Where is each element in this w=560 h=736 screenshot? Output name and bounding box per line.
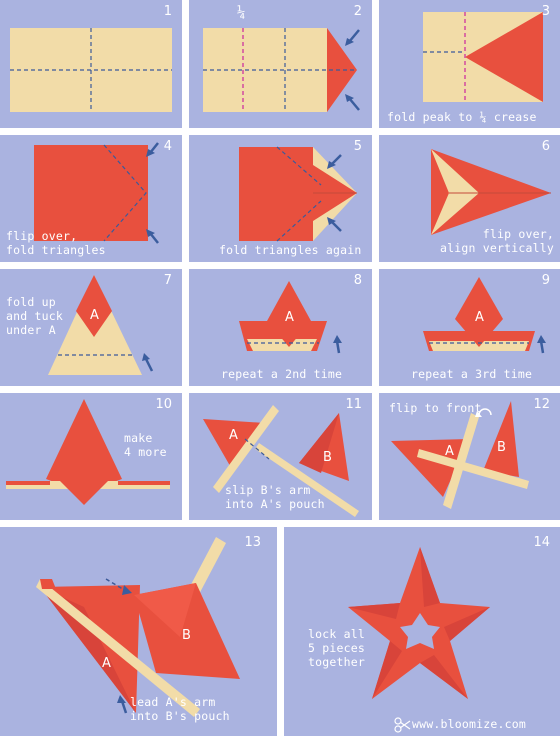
- label-a: A: [229, 428, 238, 443]
- step-3-illustration: [423, 12, 543, 102]
- step-9-panel: A 9 repeat a 3rd time: [379, 269, 560, 386]
- step-number: 3: [541, 4, 550, 19]
- step-4-illustration: [34, 142, 159, 244]
- step-9-illustration: A: [423, 277, 546, 354]
- label-b: B: [497, 440, 506, 455]
- step-number: 6: [541, 139, 550, 154]
- step-number: 9: [541, 273, 550, 288]
- site-url[interactable]: www.bloomize.com: [412, 717, 526, 731]
- step-caption: fold triangles again: [219, 243, 362, 257]
- step-8-illustration: A: [239, 281, 342, 354]
- step-5-panel: 5 fold triangles again: [189, 135, 372, 262]
- label-b: B: [182, 628, 191, 643]
- step-number: 7: [163, 273, 172, 288]
- step-7-panel: A 7 fold up and tuck under A: [0, 269, 182, 386]
- label-a: A: [475, 310, 484, 325]
- step-11-panel: A B 11 slip B's arm into A's pouch: [189, 393, 372, 520]
- step-caption: slip B's arm into A's pouch: [225, 483, 325, 511]
- label-a: A: [102, 656, 111, 671]
- step-number: 13: [244, 535, 261, 550]
- step-6-illustration: [431, 149, 551, 235]
- step-12-illustration: A B: [391, 401, 529, 509]
- step-number: 10: [155, 397, 172, 412]
- step-6-panel: 6 flip over, align vertically: [379, 135, 560, 262]
- quarter-mark: ¼: [237, 5, 246, 21]
- step-14-illustration: [348, 547, 490, 733]
- step-4-panel: 4 flip over, fold triangles: [0, 135, 182, 262]
- step-5-illustration: [239, 146, 357, 242]
- step-caption: make 4 more: [124, 431, 167, 459]
- step-number: 12: [533, 397, 550, 412]
- label-a: A: [90, 308, 99, 323]
- step-1-illustration: [10, 28, 172, 112]
- step-number: 4: [163, 139, 172, 154]
- step-10-illustration: [6, 399, 170, 505]
- step-14-panel: 14 lock all 5 pieces together www.bloomi…: [284, 527, 560, 736]
- step-12-panel: A B 12 flip to front: [379, 393, 560, 520]
- step-caption: fold peak to ¼ crease: [387, 110, 537, 124]
- flip-icon: [478, 408, 492, 416]
- label-a: A: [445, 444, 454, 459]
- step-2-illustration: [203, 28, 360, 112]
- step-caption: flip over, fold triangles: [6, 229, 106, 257]
- step-2-panel: ¼ 2: [189, 0, 372, 128]
- step-3-panel: 3 fold peak to ¼ crease: [379, 0, 560, 128]
- step-caption: flip to front: [389, 401, 482, 415]
- step-10-panel: 10 make 4 more: [0, 393, 182, 520]
- step-number: 1: [163, 4, 172, 19]
- step-13-illustration: A B: [36, 537, 240, 717]
- step-number: 5: [353, 139, 362, 154]
- step-8-panel: A 8 repeat a 2nd time: [189, 269, 372, 386]
- step-number: 14: [533, 535, 550, 550]
- scissors-icon: [394, 717, 411, 733]
- step-11-illustration: A B: [203, 405, 359, 517]
- step-caption: flip over, align vertically: [440, 227, 554, 255]
- step-13-panel: A B 13 lead A's arm into B's pouch: [0, 527, 277, 736]
- step-7-illustration: A: [48, 275, 154, 375]
- step-caption: lock all 5 pieces together: [308, 627, 365, 669]
- step-caption: fold up and tuck under A: [6, 295, 63, 337]
- step-caption: repeat a 2nd time: [221, 367, 343, 381]
- label-a: A: [285, 310, 294, 325]
- step-caption: repeat a 3rd time: [411, 367, 533, 381]
- step-1-panel: 1: [0, 0, 182, 128]
- label-b: B: [323, 450, 332, 465]
- step-number: 2: [353, 4, 362, 19]
- step-number: 11: [345, 397, 362, 412]
- step-caption: lead A's arm into B's pouch: [130, 695, 230, 723]
- step-number: 8: [353, 273, 362, 288]
